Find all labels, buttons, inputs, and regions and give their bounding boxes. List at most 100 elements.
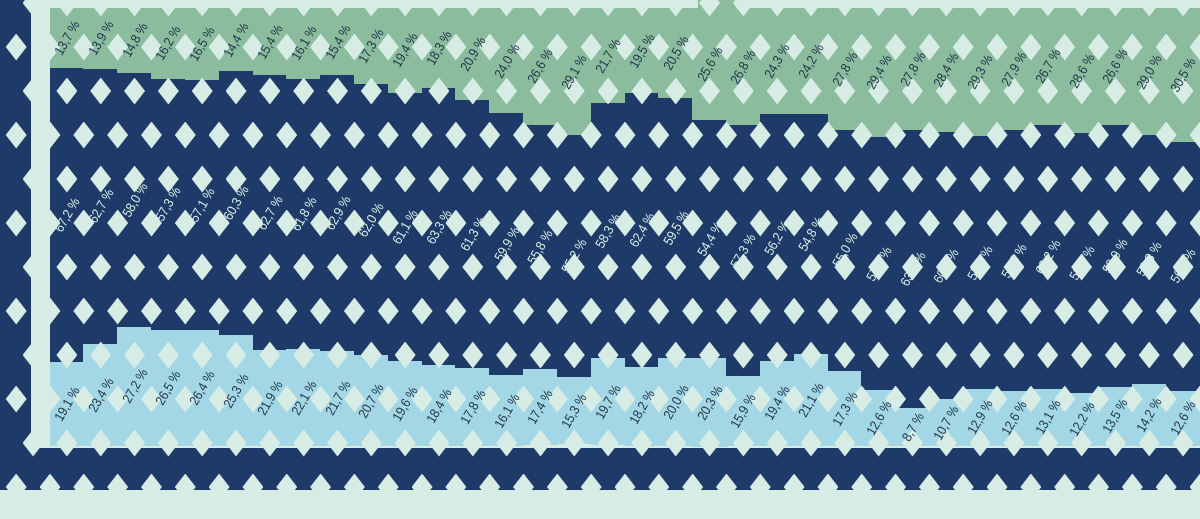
stack-segment-series1	[117, 8, 152, 73]
diamond-pattern-tile	[225, 165, 247, 193]
diamond-pattern-tile	[969, 341, 991, 369]
diamond-pattern-tile	[1189, 209, 1200, 237]
segment-value-label: 16,1 %	[287, 23, 320, 63]
diamond-pattern-tile	[969, 165, 991, 193]
diamond-pattern-tile	[918, 209, 940, 237]
diamond-pattern-tile	[597, 253, 619, 281]
diamond-pattern-tile	[174, 297, 196, 325]
diamond-pattern-tile	[851, 473, 873, 501]
diamond-pattern-tile	[479, 385, 501, 413]
diamond-pattern-tile	[902, 77, 923, 105]
diamond-pattern-tile	[360, 77, 382, 105]
segment-value-label: 27,8 %	[896, 49, 929, 89]
diamond-pattern-tile	[327, 77, 348, 105]
segment-value-label: 26,5 %	[152, 368, 185, 408]
diamond-pattern-tile	[969, 77, 991, 105]
diamond-pattern-tile	[648, 121, 670, 149]
diamond-pattern-tile	[1088, 121, 1110, 149]
segment-value-label: 8,7 %	[898, 410, 927, 444]
diamond-pattern-tile	[5, 33, 27, 61]
diamond-pattern-tile	[208, 209, 230, 237]
diamond-pattern-tile	[1088, 385, 1110, 413]
diamond-pattern-tile	[360, 165, 382, 193]
diamond-pattern-tile	[445, 33, 467, 61]
diamond-pattern-tile	[546, 473, 568, 501]
diamond-pattern-tile	[107, 33, 129, 61]
diamond-pattern-tile	[665, 429, 687, 457]
stack-segment-series1	[861, 8, 896, 137]
diamond-pattern-tile	[1071, 341, 1093, 369]
segment-value-label: 26,8 %	[727, 47, 760, 87]
diamond-pattern-tile	[597, 429, 619, 457]
stack-segment-series1	[962, 8, 998, 137]
segment-value-label: 21,9 %	[254, 378, 286, 418]
diamond-pattern-tile	[1020, 33, 1042, 61]
diamond-pattern-tile	[462, 253, 484, 281]
diamond-pattern-tile	[124, 253, 146, 281]
diamond-pattern-tile	[73, 33, 95, 61]
diamond-pattern-tile	[140, 297, 162, 325]
diamond-pattern-tile	[902, 341, 923, 369]
diamond-pattern-tile	[935, 429, 957, 457]
diamond-pattern-tile	[783, 385, 805, 413]
diamond-pattern-tile	[665, 165, 687, 193]
diamond-pattern-tile	[563, 77, 585, 105]
segment-value-label: 19,7 %	[592, 381, 624, 422]
diamond-pattern-tile	[360, 253, 382, 281]
segment-value-label: 59,9 %	[1099, 236, 1132, 276]
diamond-pattern-tile	[749, 121, 771, 149]
segment-value-label: 63,5 %	[896, 249, 929, 289]
diamond-pattern-tile	[851, 33, 873, 61]
segment-value-label: 62,0 %	[355, 199, 387, 240]
segment-value-label: 58,3 %	[592, 211, 624, 251]
segment-value-label: 17,8 %	[457, 387, 489, 427]
diamond-pattern-tile	[682, 209, 704, 237]
diamond-pattern-tile	[1003, 77, 1025, 105]
diamond-pattern-tile	[343, 297, 365, 325]
segment-value-label: 62,9 %	[321, 193, 354, 233]
diamond-pattern-tile	[90, 165, 112, 193]
diamond-pattern-tile	[580, 121, 602, 149]
diamond-pattern-tile	[157, 253, 179, 281]
diamond-pattern-tile	[513, 297, 535, 325]
diamond-pattern-tile	[648, 209, 670, 237]
segment-value-label: 29,3 %	[964, 52, 996, 92]
segment-value-label: 57,1 %	[186, 185, 218, 225]
segment-value-label: 17,3 %	[355, 26, 387, 66]
diamond-pattern-tile	[1020, 297, 1042, 325]
diamond-pattern-tile	[749, 33, 771, 61]
diamond-pattern-tile	[293, 77, 315, 105]
diamond-pattern-tile	[5, 473, 27, 501]
segment-value-label: 12,6 %	[998, 398, 1030, 439]
segment-value-label: 59,5 %	[660, 208, 692, 248]
diamond-pattern-tile	[22, 341, 44, 369]
diamond-pattern-tile	[546, 297, 568, 325]
diamond-pattern-tile	[1003, 429, 1025, 457]
diamond-pattern-tile	[732, 77, 754, 105]
segment-value-label: 13,9 %	[85, 18, 117, 59]
diamond-pattern-tile	[496, 77, 518, 105]
diamond-pattern-tile	[327, 341, 348, 369]
diamond-pattern-tile	[885, 385, 907, 413]
diamond-pattern-tile	[157, 429, 179, 457]
segment-value-label: 61,8 %	[287, 194, 320, 234]
diamond-pattern-tile	[1155, 473, 1177, 501]
diamond-pattern-tile	[1037, 341, 1059, 369]
diamond-pattern-tile	[208, 297, 230, 325]
diamond-pattern-tile	[428, 429, 450, 457]
diamond-pattern-tile	[73, 473, 95, 501]
diamond-pattern-tile	[1155, 209, 1177, 237]
diamond-pattern-tile	[124, 429, 146, 457]
diamond-pattern-tile	[732, 429, 754, 457]
segment-value-label: 14,2 %	[1133, 395, 1165, 435]
segment-value-label: 26,7 %	[1032, 46, 1064, 87]
diamond-pattern-tile	[73, 297, 95, 325]
diamond-pattern-tile	[1003, 341, 1025, 369]
diamond-pattern-tile	[107, 209, 129, 237]
diamond-pattern-tile	[715, 297, 737, 325]
segment-value-label: 62,4 %	[626, 210, 658, 250]
diamond-pattern-tile	[343, 33, 365, 61]
diamond-pattern-tile	[1104, 77, 1126, 105]
diamond-pattern-tile	[614, 385, 636, 413]
segment-value-label: 20,0 %	[660, 382, 692, 422]
